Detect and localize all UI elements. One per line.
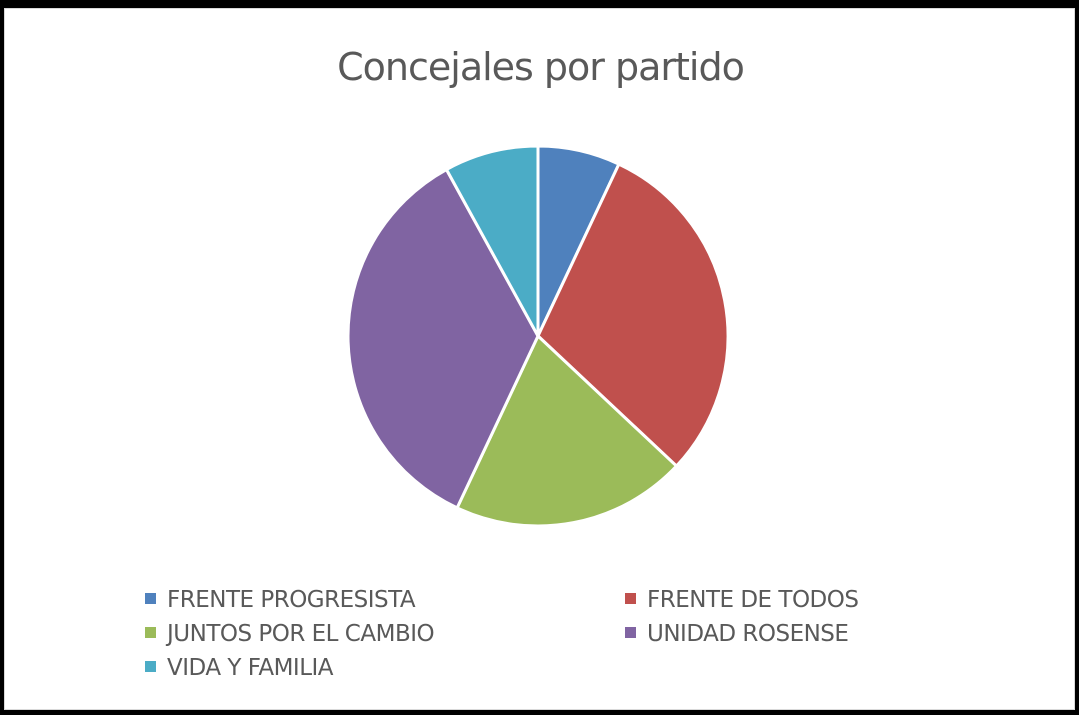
legend-swatch [145, 661, 156, 672]
legend-item: JUNTOS POR EL CAMBIO [145, 621, 435, 647]
legend-label: FRENTE DE TODOS [647, 587, 859, 613]
legend-item: FRENTE PROGRESISTA [145, 587, 416, 613]
legend-label: VIDA Y FAMILIA [167, 655, 334, 681]
legend-label: UNIDAD ROSENSE [647, 621, 849, 647]
legend-item: VIDA Y FAMILIA [145, 655, 334, 681]
chart-title: Concejales por partido [337, 45, 745, 89]
pie-slice-1 [536, 162, 730, 468]
pie-chart [346, 144, 730, 528]
legend-swatch [625, 627, 636, 638]
legend-item: UNIDAD ROSENSE [625, 621, 849, 647]
legend-swatch [625, 593, 636, 604]
pie-slice-2 [455, 334, 679, 528]
pie-slice-3 [346, 168, 540, 510]
pie-slice-4 [444, 144, 540, 338]
legend-label: JUNTOS POR EL CAMBIO [167, 621, 435, 647]
legend-label: FRENTE PROGRESISTA [167, 587, 416, 613]
legend-swatch [145, 627, 156, 638]
chart-area: Concejales por partido FRENTE PROGRESIST… [4, 8, 1075, 710]
legend-swatch [145, 593, 156, 604]
legend-item: FRENTE DE TODOS [625, 587, 859, 613]
